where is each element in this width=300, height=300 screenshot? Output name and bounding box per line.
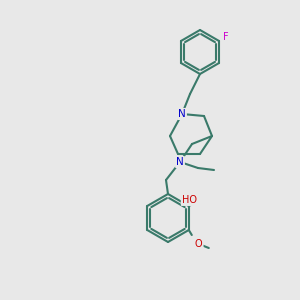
Text: N: N xyxy=(178,109,186,119)
Text: O: O xyxy=(195,239,202,249)
Text: N: N xyxy=(176,157,184,167)
Text: HO: HO xyxy=(182,195,197,205)
Text: F: F xyxy=(223,32,229,42)
